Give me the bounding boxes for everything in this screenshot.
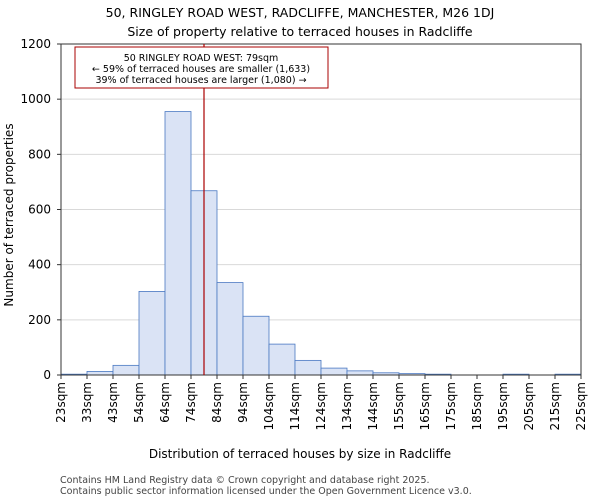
x-tick-label: 195sqm xyxy=(496,382,510,430)
annotation-box: 50 RINGLEY ROAD WEST: 79sqm ← 59% of ter… xyxy=(74,46,329,89)
x-tick-label: 124sqm xyxy=(314,382,328,430)
x-tick-label: 185sqm xyxy=(470,382,484,430)
histogram-bar xyxy=(242,315,270,376)
x-tick-label: 134sqm xyxy=(340,382,354,430)
y-tick-label: 600 xyxy=(28,203,51,217)
x-tick-label: 74sqm xyxy=(184,382,198,423)
histogram-bar xyxy=(346,370,374,376)
y-tick-label: 1200 xyxy=(20,37,51,51)
bars xyxy=(60,111,582,376)
x-tick-label: 155sqm xyxy=(392,382,406,430)
x-tick-label: 84sqm xyxy=(210,382,224,423)
annotation-line-3: 39% of terraced houses are larger (1,080… xyxy=(95,75,306,86)
annotation-line-1: 50 RINGLEY ROAD WEST: 79sqm xyxy=(124,53,279,64)
histogram-bar xyxy=(112,364,140,376)
x-tick-label: 114sqm xyxy=(288,382,302,430)
y-axis-label: Number of terraced properties xyxy=(2,123,16,306)
histogram-bar xyxy=(164,111,192,376)
chart-title: 50, RINGLEY ROAD WEST, RADCLIFFE, MANCHE… xyxy=(106,5,495,20)
x-tick-label: 205sqm xyxy=(522,382,536,430)
x-tick-label: 215sqm xyxy=(548,382,562,430)
histogram-bar xyxy=(294,359,322,376)
y-tick-label: 400 xyxy=(28,258,51,272)
x-axis-label: Distribution of terraced houses by size … xyxy=(149,447,451,461)
x-tick-label: 64sqm xyxy=(158,382,172,423)
y-tick-label: 0 xyxy=(43,368,51,382)
annotation-line-2: ← 59% of terraced houses are smaller (1,… xyxy=(92,64,310,75)
x-tick-label: 33sqm xyxy=(80,382,94,423)
x-tick-label: 104sqm xyxy=(262,382,276,430)
x-tick-label: 225sqm xyxy=(574,382,588,430)
footer-line-1: Contains HM Land Registry data © Crown c… xyxy=(60,475,430,486)
x-tick-label: 165sqm xyxy=(418,382,432,430)
footer-line-2: Contains public sector information licen… xyxy=(60,486,472,497)
y-tick-label: 200 xyxy=(28,313,51,327)
x-tick-label: 23sqm xyxy=(54,382,68,423)
y-tick-label: 1000 xyxy=(20,92,51,106)
histogram-bar xyxy=(268,343,296,376)
y-tick-label: 800 xyxy=(28,147,51,161)
histogram-bar xyxy=(86,371,114,376)
x-tick-label: 94sqm xyxy=(236,382,250,423)
chart-subtitle: Size of property relative to terraced ho… xyxy=(127,24,473,39)
x-tick-label: 54sqm xyxy=(132,382,146,423)
x-tick-label: 144sqm xyxy=(366,382,380,430)
plot-frame xyxy=(60,43,582,376)
x-tick-label: 43sqm xyxy=(106,382,120,423)
y-axis-ticks: 0 200 400 600 800 1000 1200 xyxy=(20,37,61,382)
histogram-bar xyxy=(216,282,244,376)
histogram-bar xyxy=(320,367,348,376)
histogram-bar xyxy=(138,291,166,376)
x-axis-ticks: 23sqm 33sqm 43sqm 54sqm 64sqm 74sqm 84sqm 94sqm… xyxy=(54,375,588,430)
x-tick-label: 175sqm xyxy=(444,382,458,430)
